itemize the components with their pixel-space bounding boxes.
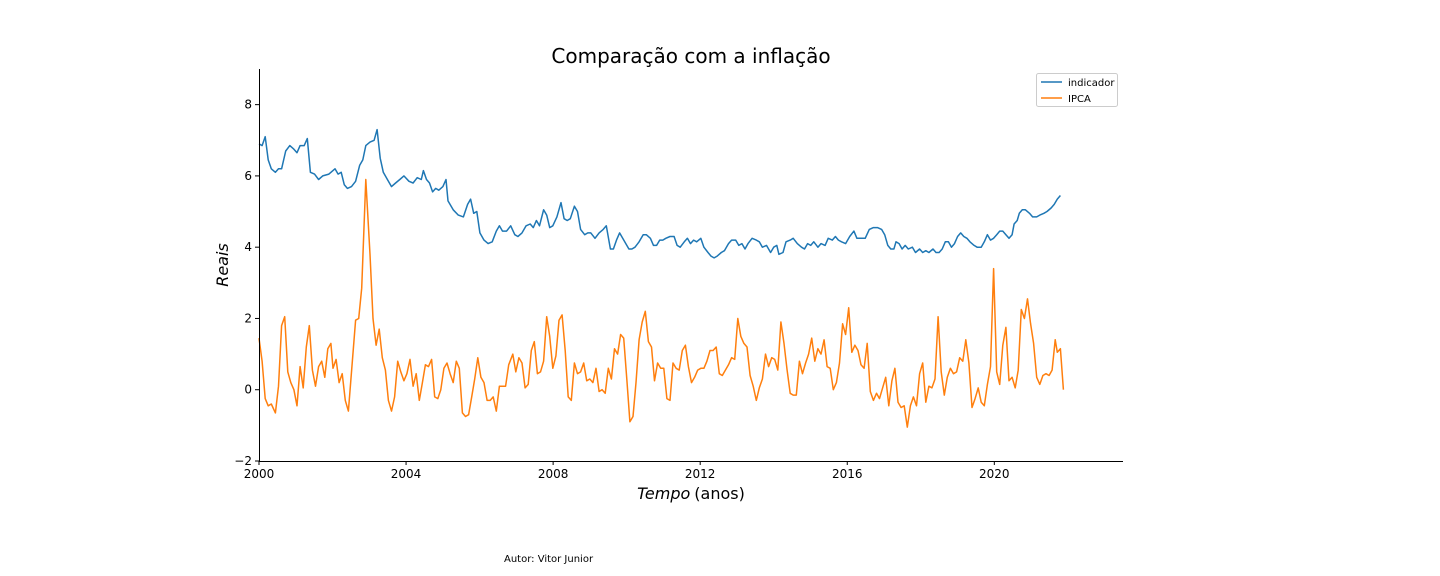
chart-title: Comparação com a inflação: [551, 44, 830, 68]
x-axis-label-main: Tempo: [637, 484, 690, 503]
legend-label-ipca: IPCA: [1068, 94, 1091, 105]
x-axis-label-unit: (anos): [694, 484, 745, 503]
x-ticks: 2000 2004 2008 2012 2016 2020: [244, 461, 1010, 481]
x-tick-label: 2020: [979, 467, 1010, 481]
x-tick-label: 2012: [685, 467, 716, 481]
y-tick-label: 4: [244, 240, 252, 254]
plot-lines: [258, 128, 1065, 428]
x-tick-label: 2000: [244, 467, 275, 481]
y-tick-label: 6: [244, 169, 252, 183]
y-axis-label: Reais: [213, 243, 232, 287]
series-line-indicador: [258, 128, 1061, 259]
x-tick-label: 2016: [832, 467, 863, 481]
y-tick-label: −2: [234, 454, 252, 468]
x-tick-label: 2004: [391, 467, 422, 481]
y-tick-label: 8: [244, 98, 252, 112]
legend-label-indicador: indicador: [1068, 78, 1115, 89]
series-line-ipca: [258, 178, 1065, 428]
y-tick-label: 0: [244, 383, 252, 397]
legend: indicador IPCA: [1036, 73, 1118, 107]
y-tick-label: 2: [244, 311, 252, 325]
author-credit: Autor: Vitor Junior: [504, 554, 594, 565]
y-ticks: −2 0 2 4 6 8: [234, 98, 259, 468]
x-tick-label: 2008: [538, 467, 569, 481]
x-axis-label: Tempo (anos): [637, 484, 745, 503]
